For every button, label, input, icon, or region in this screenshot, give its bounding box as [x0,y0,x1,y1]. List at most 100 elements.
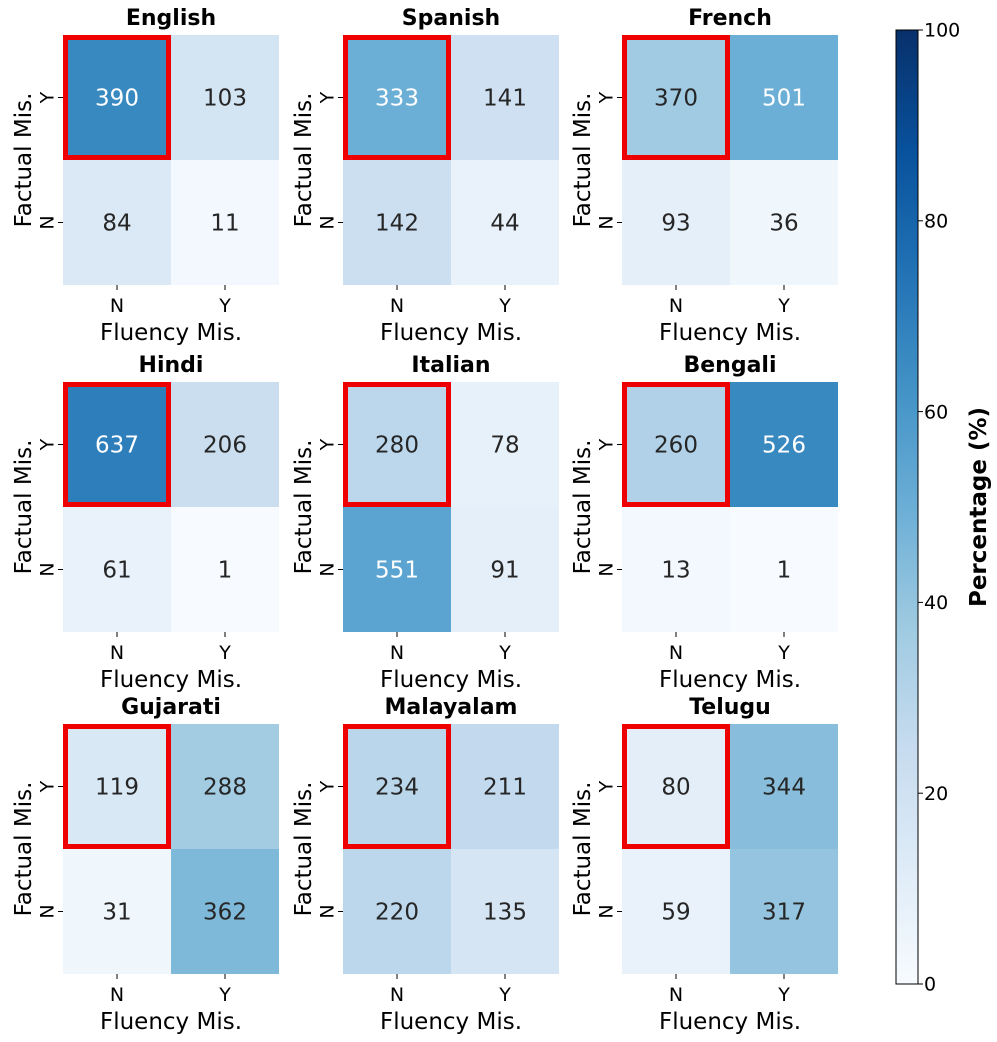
panel-gujarati: Gujarati 119 288 31 362 Y N N Y Fluency Mis. Factu… [11,695,279,1035]
heatmap-cell [63,35,171,160]
heatmap-cell [451,382,559,507]
panel-title: French [688,6,772,31]
cell-value-label: 59 [661,900,690,926]
cell-value-label: 103 [203,86,247,112]
cell-value-label: 141 [483,86,527,112]
heatmap-cell [343,849,451,974]
y-axis-label: Factual Mis. [291,782,317,917]
cell-value-label: 501 [762,86,806,112]
panel-title: Malayalam [385,695,518,720]
y-tick-label: N [596,562,618,576]
x-tick-label: Y [218,295,231,317]
panel-bengali: Bengali 260 526 13 1 Y N N Y Fluency Mis. Factual … [570,353,838,693]
y-axis-label: Factual Mis. [11,782,37,917]
colorbar-tick-label: 40 [924,592,948,614]
heatmap-cell [622,849,730,974]
cell-value-label: 370 [654,86,698,112]
colorbar-tick-label: 20 [924,783,948,805]
heatmap-cell [63,160,171,285]
panel-title: Telugu [689,695,771,720]
cell-value-label: 135 [483,900,527,926]
cell-value-label: 260 [654,433,698,459]
heatmap-cell [451,724,559,849]
heatmap-cell [451,849,559,974]
cell-value-label: 206 [203,433,247,459]
y-axis-label: Factual Mis. [570,782,596,917]
x-tick-label: N [669,642,683,664]
cell-value-label: 317 [762,900,806,926]
cell-value-label: 91 [490,558,519,584]
cell-value-label: 44 [490,211,519,237]
x-tick-label: N [669,984,683,1006]
x-axis-label: Fluency Mis. [659,667,801,693]
cell-value-label: 288 [203,775,247,801]
x-tick-label: Y [218,642,231,664]
y-tick-label: Y [37,438,59,451]
cell-value-label: 84 [102,211,131,237]
heatmap-cell [730,35,838,160]
heatmap-cell [171,724,279,849]
cell-value-label: 390 [95,86,139,112]
heatmap-cell [451,160,559,285]
y-tick-label: N [37,904,59,918]
y-tick-label: Y [596,780,618,793]
panel-malayalam: Malayalam 234 211 220 135 Y N N Y Fluency Mis. Fac… [291,695,559,1035]
highlight-box [343,382,451,507]
heatmap-cell [730,724,838,849]
x-axis-label: Fluency Mis. [100,320,242,346]
x-tick-label: Y [218,984,231,1006]
cell-value-label: 11 [210,211,239,237]
y-tick-label: N [317,562,339,576]
cell-value-label: 280 [375,433,419,459]
colorbar-tick-label: 0 [924,974,936,996]
highlight-box [622,35,730,160]
cell-value-label: 234 [375,775,419,801]
colorbar-label: Percentage (%) [966,407,992,607]
x-tick-label: N [390,295,404,317]
highlight-box [622,382,730,507]
heatmap-cell [451,35,559,160]
panel-french: French 370 501 93 36 Y N N Y Fluency Mis. Factual … [570,6,838,346]
y-tick-label: N [596,215,618,229]
y-tick-label: N [317,215,339,229]
heatmap-cell [343,160,451,285]
highlight-box [622,724,730,849]
y-tick-label: Y [37,780,59,793]
heatmap-cell [63,382,171,507]
panel-title: English [126,6,216,31]
cell-value-label: 119 [95,775,139,801]
cell-value-label: 93 [661,211,690,237]
x-axis-label: Fluency Mis. [100,667,242,693]
x-axis-label: Fluency Mis. [380,1009,522,1035]
cell-value-label: 13 [661,558,690,584]
x-tick-label: N [110,642,124,664]
x-axis-label: Fluency Mis. [380,667,522,693]
x-axis-label: Fluency Mis. [659,320,801,346]
y-axis-label: Factual Mis. [570,440,596,575]
heatmap-cell [171,160,279,285]
colorbar: 0 20 40 60 80 100 Percentage (%) [895,20,992,996]
colorbar-tick-label: 100 [924,20,960,42]
heatmap-cell [622,160,730,285]
heatmap-cell [730,382,838,507]
x-tick-label: Y [777,642,790,664]
cell-value-label: 61 [102,558,131,584]
panel-title: Italian [411,353,490,378]
panel-spanish: Spanish 333 141 142 44 Y N N Y Fluency Mis. Factua… [291,6,559,346]
cell-value-label: 333 [375,86,419,112]
heatmap-cell [622,35,730,160]
panel-hindi: Hindi 637 206 61 1 Y N N Y Fluency Mis. Factual Mi… [11,353,279,693]
cell-value-label: 1 [218,558,233,584]
y-tick-label: Y [596,438,618,451]
panel-italian: Italian 280 78 551 91 Y N N Y Fluency Mis. Factual… [291,353,559,693]
y-tick-label: Y [317,91,339,104]
cell-value-label: 142 [375,211,419,237]
x-axis-label: Fluency Mis. [380,320,522,346]
y-tick-label: Y [596,91,618,104]
panel-title: Spanish [402,6,500,31]
heatmap-cell [622,507,730,632]
heatmap-cell [730,507,838,632]
x-tick-label: Y [777,295,790,317]
highlight-box [63,35,171,160]
